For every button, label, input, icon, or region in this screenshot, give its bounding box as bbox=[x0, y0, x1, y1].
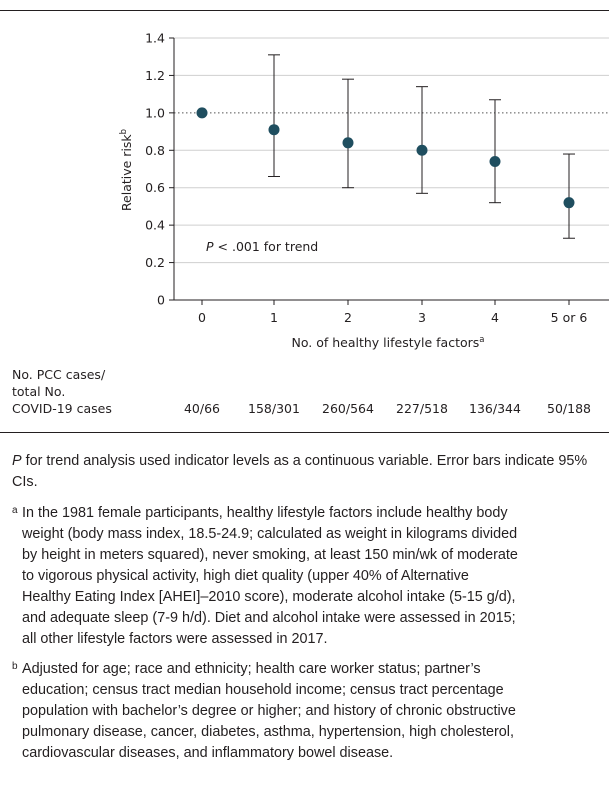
footnote-line: to vigorous physical activity, high diet… bbox=[22, 568, 469, 584]
grid-lines bbox=[174, 37, 609, 264]
x-tick-label: 0 bbox=[198, 310, 206, 325]
x-tick-label: 5 or 6 bbox=[551, 310, 588, 325]
footnote-a-mark: a bbox=[12, 505, 18, 516]
data-point bbox=[268, 124, 280, 136]
footnote-line: weight (body mass index, 18.5-24.9; calc… bbox=[22, 526, 518, 542]
footnote-line: all other lifestyle factors were assesse… bbox=[22, 631, 328, 647]
table-bottom-rule bbox=[0, 432, 609, 433]
footnote-line: population with bachelor’s degree or hig… bbox=[22, 703, 516, 719]
cases-value: 40/66 bbox=[183, 401, 221, 416]
footnote-a: a In the 1981 female participants, healt… bbox=[12, 503, 609, 650]
footnote-line: cardiovascular diseases, and inflammator… bbox=[22, 745, 394, 761]
footnote-line: education; census tract median household… bbox=[22, 682, 504, 698]
top-rule bbox=[0, 10, 609, 11]
relative-risk-chart: 0 0.2 0.4 0.6 0.8 1.0 1.2 1.4 0 1 2 3 4 5 or 6 P < .0… bbox=[119, 31, 609, 350]
data-point bbox=[489, 156, 501, 168]
data-point bbox=[342, 137, 354, 149]
cases-label-line-1: No. PCC cases/ bbox=[12, 367, 106, 382]
data-point bbox=[563, 197, 575, 209]
footnote-line: pulmonary disease, cancer, diabetes, ast… bbox=[22, 724, 514, 740]
cases-value: 50/188 bbox=[547, 401, 591, 416]
footnote-b-mark: b bbox=[12, 661, 18, 672]
trend-annotation: P < .001 for trend bbox=[206, 239, 318, 254]
footnote-line: by height in meters squared), never smok… bbox=[22, 547, 518, 563]
cases-label-line-2: total No. bbox=[12, 384, 66, 399]
cases-value: 136/344 bbox=[469, 401, 521, 416]
y-tick-label: 0.8 bbox=[145, 143, 165, 158]
footnote-line: and adequate sleep (7-9 h/d). Diet and a… bbox=[22, 610, 516, 626]
footnote-b: b Adjusted for age; race and ethnicity; … bbox=[12, 659, 609, 764]
axes: 0 0.2 0.4 0.6 0.8 1.0 1.2 1.4 0 1 2 3 4 5 or 6 bbox=[145, 31, 609, 325]
y-tick-label: 0.6 bbox=[145, 180, 165, 195]
footnote-line: In the 1981 female participants, healthy… bbox=[22, 505, 508, 521]
x-axis-label: No. of healthy lifestyle factorsa bbox=[291, 335, 484, 350]
x-tick-label: 3 bbox=[418, 310, 426, 325]
x-tick-label: 1 bbox=[270, 310, 278, 325]
case-counts-table: No. PCC cases/ total No. COVID-19 cases … bbox=[12, 366, 609, 416]
cases-value: 260/564 bbox=[322, 401, 374, 416]
y-axis-label: Relative riskb bbox=[119, 129, 134, 211]
data-marks bbox=[196, 54, 575, 239]
y-tick-label: 1.2 bbox=[145, 68, 165, 83]
footnote-line: Healthy Eating Index [AHEI]–2010 score),… bbox=[22, 589, 516, 605]
figure-notes: P for trend analysis used indicator leve… bbox=[12, 451, 609, 773]
footnote-line: Adjusted for age; race and ethnicity; he… bbox=[22, 661, 481, 677]
data-point bbox=[196, 107, 208, 119]
data-point bbox=[416, 144, 428, 156]
y-tick-label: 1.0 bbox=[145, 105, 165, 120]
trend-note: P for trend analysis used indicator leve… bbox=[12, 453, 588, 490]
y-tick-label: 1.4 bbox=[145, 31, 165, 46]
y-tick-label: 0 bbox=[157, 293, 165, 308]
cases-value: 227/518 bbox=[396, 401, 448, 416]
y-tick-label: 0.2 bbox=[145, 255, 165, 270]
y-tick-label: 0.4 bbox=[145, 218, 165, 233]
cases-value: 158/301 bbox=[248, 401, 300, 416]
x-tick-label: 2 bbox=[344, 310, 352, 325]
x-tick-label: 4 bbox=[491, 310, 499, 325]
cases-label-line-3: COVID-19 cases bbox=[12, 401, 112, 416]
